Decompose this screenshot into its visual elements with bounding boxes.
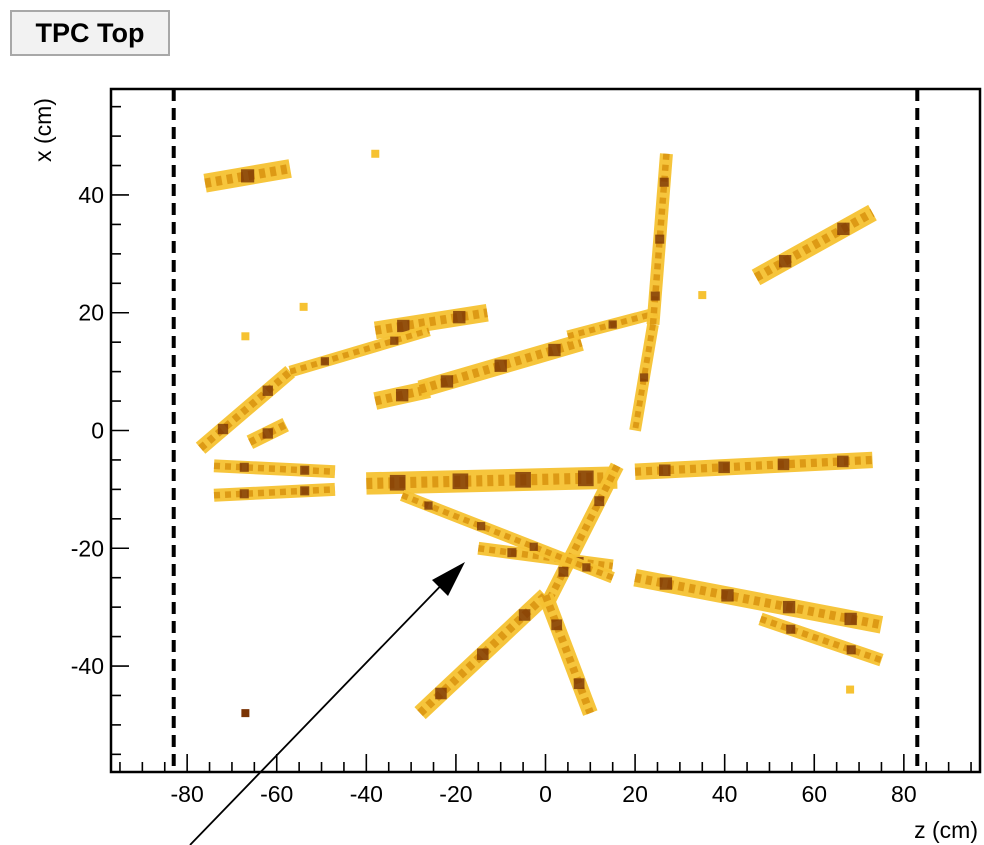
track-cluster-7-2 (494, 359, 507, 372)
y-axis-label: x (cm) (30, 98, 56, 162)
track-cluster-10-1 (778, 255, 792, 268)
track-cluster-5-1 (397, 319, 410, 333)
track-cluster-4-2 (300, 486, 310, 496)
track-layer (195, 153, 884, 720)
track-cluster-12-2 (718, 461, 730, 474)
track-cluster-21-1 (786, 624, 796, 634)
x-axis-label: z (cm) (914, 817, 978, 843)
track-cluster-15-1 (594, 496, 605, 507)
track-cluster-7-1 (440, 375, 454, 388)
track-cluster-18-3 (518, 609, 531, 621)
track-cluster-18-2 (477, 648, 489, 661)
y-tick-label: -20 (71, 535, 104, 561)
track-cluster-16-1 (507, 548, 517, 558)
track-cluster-13-2 (655, 234, 665, 244)
track-cluster-11-1 (389, 474, 406, 491)
track-core-2 (248, 421, 288, 446)
track-cluster-8-2 (390, 336, 399, 345)
hit-2 (241, 332, 250, 341)
track-core-14 (632, 324, 656, 431)
track-cluster-13-3 (650, 291, 660, 301)
x-tick-label: 80 (891, 781, 917, 807)
plot-frame (109, 87, 982, 774)
track-cluster-10-2 (837, 222, 850, 236)
track-cluster-8-1 (320, 357, 330, 366)
track-cluster-6-1 (395, 388, 409, 402)
annotation-arrow-head (432, 562, 465, 596)
track-cluster-12-4 (837, 455, 849, 468)
track-core-8 (289, 327, 430, 375)
x-tick-label: -60 (260, 781, 293, 807)
track-core-15 (542, 464, 621, 609)
y-tick-label: 20 (78, 300, 104, 326)
x-tick-label: 0 (539, 781, 552, 807)
hit-5 (299, 302, 308, 311)
track-cluster-17-4 (582, 563, 591, 572)
track-core-4 (213, 486, 336, 499)
track-core-20 (634, 573, 883, 630)
track-cluster-11-3 (515, 471, 531, 488)
track-cluster-9-1 (608, 320, 617, 329)
y-tick-label: -40 (71, 653, 104, 679)
track-cluster-0-1 (241, 169, 255, 183)
track-core-1 (198, 368, 293, 451)
track-core-3 (213, 462, 336, 475)
annotation-arrow-line (189, 570, 456, 845)
track-cluster-12-3 (777, 458, 790, 471)
x-tick-label: -40 (350, 781, 383, 807)
track-cluster-20-1 (659, 577, 673, 590)
track-cluster-18-1 (435, 687, 447, 700)
track-cluster-17-2 (476, 522, 486, 531)
track-core-11 (366, 472, 618, 490)
y-tick-label: 40 (78, 182, 104, 208)
x-tick-label: 40 (712, 781, 738, 807)
hit-1 (371, 149, 380, 158)
x-tick-label: 20 (622, 781, 648, 807)
track-core-5 (374, 308, 488, 335)
track-cluster-3-1 (239, 462, 249, 472)
track-cluster-15-2 (558, 566, 569, 577)
hit-0 (241, 709, 250, 718)
track-cluster-12-1 (658, 464, 671, 477)
track-cluster-20-3 (782, 600, 796, 614)
track-cluster-21-2 (846, 645, 856, 655)
y-tick-label: 0 (91, 418, 104, 444)
track-cluster-7-3 (548, 343, 561, 357)
track-cluster-19-2 (573, 678, 585, 690)
track-21 (758, 612, 884, 667)
chart-title: TPC Top (10, 10, 170, 56)
track-cluster-20-4 (844, 612, 857, 626)
track-cluster-3-2 (300, 465, 310, 475)
hit-3 (698, 291, 707, 300)
x-tick-label: -20 (439, 781, 472, 807)
track-cluster-1-1 (217, 423, 229, 435)
track-cluster-17-3 (529, 542, 538, 551)
track-core-12 (634, 455, 873, 476)
track-cluster-13-1 (659, 177, 669, 187)
x-tick-label: -80 (171, 781, 204, 807)
track-cluster-20-2 (721, 589, 734, 602)
track-cluster-14-1 (639, 373, 649, 382)
track-cluster-19-1 (551, 619, 563, 631)
track-cluster-11-2 (452, 473, 469, 490)
track-cluster-5-2 (453, 310, 466, 324)
track-core-0 (204, 163, 291, 188)
track-cluster-11-4 (577, 470, 594, 487)
track-core-10 (753, 208, 875, 282)
track-cluster-17-1 (424, 501, 433, 510)
x-tick-label: 60 (801, 781, 827, 807)
track-core-17 (401, 492, 614, 581)
track-core-19 (541, 594, 594, 715)
track-cluster-2-1 (262, 428, 273, 439)
hit-4 (846, 685, 855, 694)
track-cluster-1-2 (262, 385, 273, 396)
track-cluster-4-1 (239, 489, 249, 499)
